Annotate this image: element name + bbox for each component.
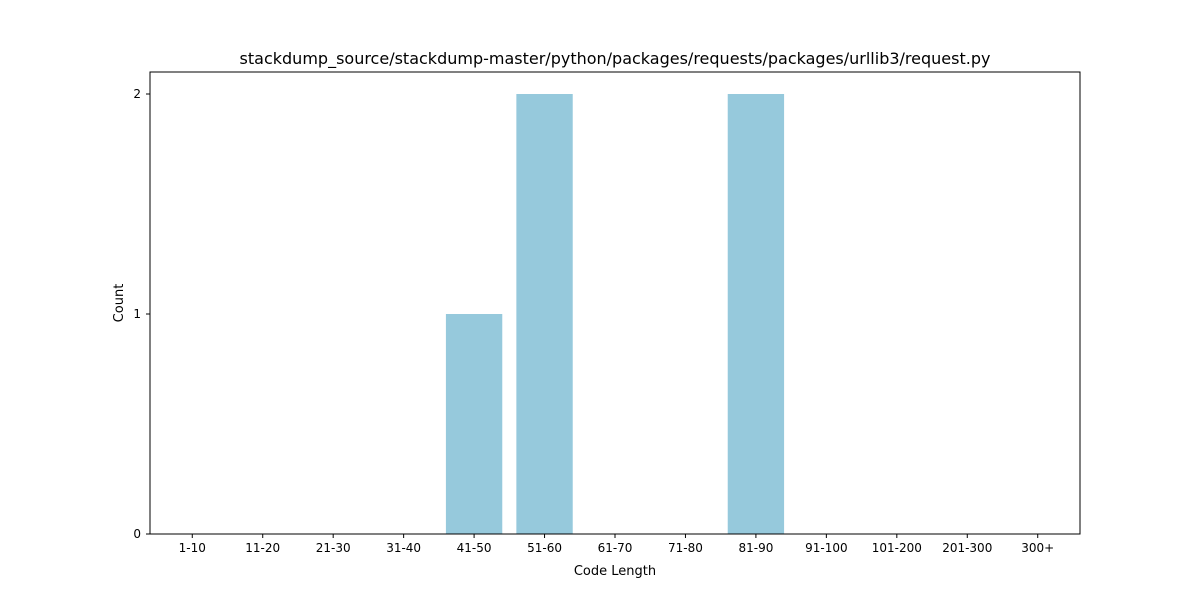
y-tick-label: 0	[133, 527, 141, 541]
x-tick-label: 201-300	[942, 541, 992, 555]
x-tick-label: 31-40	[386, 541, 421, 555]
x-tick-label: 51-60	[527, 541, 562, 555]
x-ticks-layer: 1-10 11-20 21-30 31-40 41-50 51-60 61-70 71-80 8…	[179, 534, 1054, 555]
x-tick-label: 11-20	[245, 541, 280, 555]
bar-51-60	[516, 94, 573, 534]
bar-41-50	[445, 314, 503, 534]
x-axis-label: Code Length	[574, 564, 656, 579]
y-tick-label: 1	[133, 307, 141, 321]
x-tick-label: 91-100	[805, 541, 848, 555]
x-tick-label: 300+	[1021, 541, 1054, 555]
x-tick-label: 71-80	[668, 541, 703, 555]
x-tick-label: 41-50	[457, 541, 492, 555]
x-tick-label: 61-70	[598, 541, 633, 555]
y-tick-label: 2	[133, 87, 141, 101]
y-axis-label: Count	[112, 284, 127, 323]
x-tick-label: 1-10	[179, 541, 206, 555]
x-tick-label: 101-200	[872, 541, 922, 555]
chart-title: stackdump_source/stackdump-master/python…	[240, 49, 991, 69]
x-tick-label: 21-30	[316, 541, 351, 555]
bar-81-90	[727, 94, 785, 534]
y-ticks-layer: 0 1 2	[133, 87, 150, 541]
x-tick-label: 81-90	[738, 541, 773, 555]
bars-layer	[445, 94, 785, 534]
